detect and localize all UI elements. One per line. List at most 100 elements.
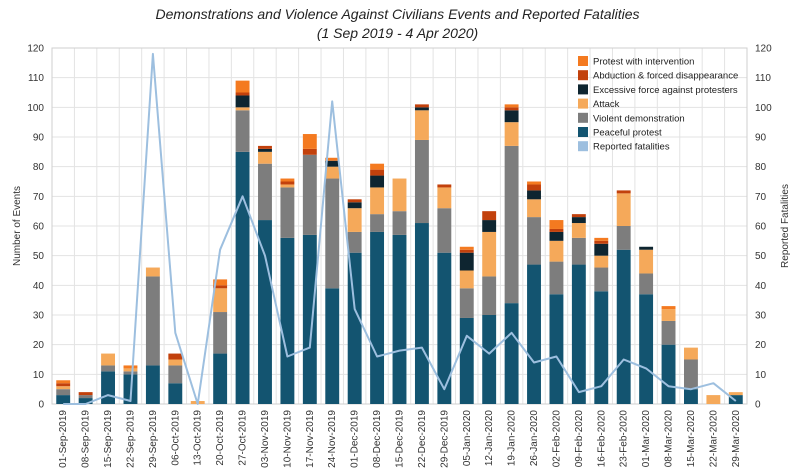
bar-segment [258, 148, 272, 152]
bar-segment [325, 178, 340, 289]
bar-segment [370, 163, 385, 170]
bar-segment [594, 243, 609, 256]
x-tick-label: 15-Dec-2019 [395, 410, 406, 468]
bar-segment [258, 220, 272, 404]
y2-axis-label: Reported Fatalities [780, 184, 791, 268]
bar-segment [459, 270, 474, 289]
bar-segment [56, 383, 71, 387]
bar-segment [414, 139, 429, 224]
bar-segment [639, 273, 654, 295]
x-tick-label: 08-Dec-2019 [372, 410, 383, 468]
legend-swatch [578, 112, 588, 123]
bar-segment [56, 395, 71, 404]
y2-tick-label: 50 [755, 251, 767, 262]
y2-tick-label: 40 [755, 281, 767, 292]
bar-segment [101, 371, 115, 404]
x-tick-label: 03-Nov-2019 [260, 410, 271, 468]
x-tick-label: 19-Jan-2020 [507, 410, 518, 467]
bar-segment [684, 347, 698, 360]
x-tick-label: 22-Mar-2020 [708, 410, 719, 468]
bar-segment [571, 237, 586, 265]
bar-segment [527, 264, 541, 404]
bar-segment [78, 392, 93, 396]
bar-segment [347, 231, 362, 253]
bar-segment [101, 365, 115, 372]
bar-segment [639, 249, 654, 274]
bar-segment [728, 395, 743, 404]
legend-swatch [578, 127, 588, 137]
bar-segment [437, 252, 452, 404]
bar-segment [616, 193, 631, 226]
bar-segment [280, 178, 295, 182]
bar-segment [594, 267, 609, 292]
bar-segment [280, 187, 295, 238]
bar-segment [684, 389, 698, 404]
y-tick-label: 100 [27, 103, 44, 114]
chart-title: Demonstrations and Violence Against Civi… [155, 6, 640, 22]
axis-layer: 0 0 10 10 20 20 30 30 40 40 50 50 60 60 70 70 80 80 90 90 10… [12, 44, 791, 468]
bar-segment [145, 276, 160, 366]
bar-segment [370, 187, 385, 215]
bar-segment [504, 122, 519, 146]
bar-segment [437, 208, 452, 253]
bar-segment [168, 383, 183, 404]
bar-segment [370, 175, 385, 188]
legend-label: Abduction & forced disappearance [593, 71, 738, 82]
y-axis-label: Number of Events [12, 186, 23, 266]
y-tick-label: 60 [33, 222, 45, 233]
bar-segment [482, 231, 497, 277]
bar-segment [370, 214, 385, 232]
bar-segment [616, 249, 631, 404]
bar-segment [527, 190, 541, 200]
bar-segment [684, 359, 698, 390]
bar-segment [302, 148, 317, 155]
y-tick-label: 80 [33, 162, 45, 173]
bar-segment [347, 208, 362, 232]
bar-segment [325, 157, 340, 161]
bar-segment [527, 181, 541, 185]
y2-tick-label: 120 [755, 44, 772, 55]
y-tick-label: 0 [38, 400, 44, 411]
y2-tick-label: 30 [755, 311, 767, 322]
bar-segment [639, 294, 654, 404]
legend-swatch [578, 70, 588, 81]
bar-segment [437, 184, 452, 188]
legend-label: Violent demonstration [593, 113, 685, 124]
x-tick-label: 24-Nov-2019 [327, 410, 338, 468]
x-tick-label: 29-Sep-2019 [148, 410, 159, 468]
x-tick-label: 08-Mar-2020 [664, 410, 675, 468]
legend-swatch [578, 56, 588, 66]
bar-segment [258, 145, 272, 149]
line-layer [63, 52, 737, 405]
bar-segment [78, 395, 93, 399]
bar-segment [347, 199, 362, 203]
legend-layer: Protest with intervention Abduction & for… [578, 56, 738, 153]
x-tick-label: 17-Nov-2019 [305, 410, 316, 468]
bar-segment [437, 187, 452, 209]
y-tick-label: 90 [33, 133, 45, 144]
y2-tick-label: 10 [755, 370, 767, 381]
bar-segment [123, 368, 138, 372]
bar-segment [302, 134, 317, 149]
bar-segment [235, 92, 250, 96]
bar-segment [661, 320, 676, 345]
bar-segment [706, 395, 721, 404]
x-tick-label: 23-Feb-2020 [619, 410, 630, 468]
legend-label: Attack [593, 99, 620, 110]
x-tick-label: 06-Oct-2019 [170, 410, 181, 466]
bar-segment [594, 255, 609, 268]
bar-segment [527, 199, 541, 218]
bar-segment [459, 317, 474, 404]
x-tick-label: 22-Sep-2019 [125, 410, 136, 468]
bar-layer [56, 80, 743, 404]
bar-segment [392, 178, 407, 212]
bar-segment [235, 95, 250, 108]
bar-segment [594, 291, 609, 404]
bar-segment [213, 279, 228, 286]
bar-segment [56, 380, 71, 384]
bar-segment [235, 80, 250, 93]
y2-tick-label: 0 [755, 400, 761, 411]
x-tick-label: 29-Dec-2019 [439, 410, 450, 468]
bar-segment [325, 160, 340, 167]
bar-segment [527, 217, 541, 265]
